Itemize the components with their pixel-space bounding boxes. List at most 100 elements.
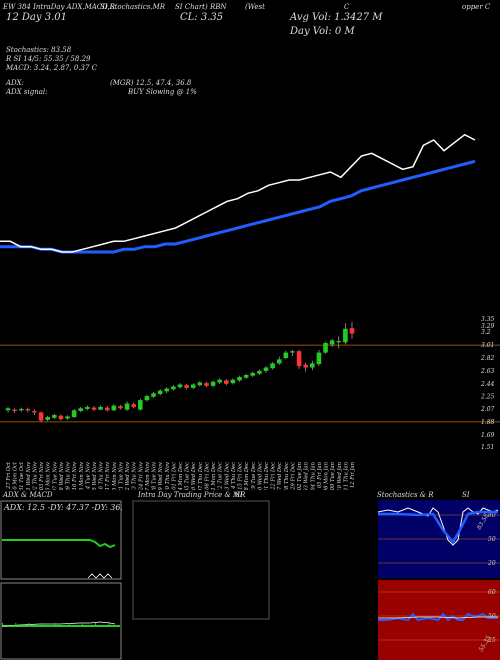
header-title-mid2: SI Chart) RBN	[175, 3, 227, 11]
macd-histogram-bar	[60, 625, 62, 626]
candle-body	[190, 384, 196, 388]
x-tick-label: 27 Mon Nov	[145, 462, 151, 490]
x-tick-label: 31 Tue Oct	[19, 461, 25, 490]
candle-body	[217, 379, 222, 383]
macd-histogram-bar	[81, 623, 83, 626]
x-tick-label: 22 Fri Dec	[271, 462, 277, 490]
macd-histogram-bar	[15, 623, 17, 626]
macd-histogram-bar	[78, 625, 79, 626]
stoch-tick-20: 20	[487, 560, 496, 567]
x-tick-label: 06 Wed Dec	[191, 462, 197, 490]
macd-line	[1, 621, 116, 627]
x-tick-label: 29 Wed Nov	[158, 462, 164, 490]
candle-body	[336, 341, 342, 343]
series-ma-line	[0, 159, 476, 254]
x-tick-label: 14 Tue Nov	[85, 462, 91, 490]
rsi-line	[378, 612, 498, 622]
candle-body	[58, 415, 64, 420]
candle-body	[197, 382, 203, 386]
macd-histogram-bar	[112, 625, 114, 626]
x-tick-label: 14 Thu Dec	[231, 462, 237, 490]
macd-histogram-bar	[93, 625, 95, 626]
macd-histogram-bar	[79, 625, 81, 626]
x-tick-label: 15 Wed Nov	[92, 462, 98, 490]
x-tick-label: 13 Wed Dec	[224, 462, 230, 490]
x-tick-label: 08 Fri Dec	[204, 462, 210, 490]
candle-body	[237, 377, 242, 381]
adx-values: (MGR) 12.5, 47.4, 36.8	[110, 79, 192, 87]
candle-body	[32, 410, 37, 413]
macd-histogram-bar	[76, 625, 78, 626]
x-tick-label: 04 Thu Jan	[310, 462, 316, 490]
y-tick-label: 1.69	[481, 432, 495, 439]
candle-body	[18, 408, 24, 411]
macd-histogram-bar	[70, 625, 72, 626]
x-tick-label: 13 Mon Nov	[79, 462, 85, 490]
x-tick-label: 08 Wed Nov	[59, 462, 65, 490]
stoch-panel-title2: SI	[462, 491, 470, 499]
candle-body	[124, 403, 130, 410]
x-tick-label: 30 Thu Nov	[165, 462, 171, 490]
candle-body	[290, 351, 295, 353]
x-tick-label: 28 Thu Dec	[284, 462, 290, 490]
macd-histogram-bar	[19, 625, 21, 626]
macd-histogram-bar	[41, 623, 43, 626]
macd-histogram-bar	[38, 625, 40, 626]
candle-body	[230, 379, 236, 384]
x-tick-label: 08 Mon Jan	[324, 462, 330, 490]
candle-body	[310, 363, 315, 368]
macd-histogram-bar	[68, 623, 70, 626]
header-title-left: EW 384 IntraDay ADX,MACD,R	[3, 3, 115, 11]
candle-body	[177, 384, 183, 388]
candle-body	[283, 352, 289, 359]
macd-histogram-bar	[72, 625, 74, 626]
rsi-signal-line	[378, 616, 498, 619]
macd-histogram-bar	[21, 625, 22, 626]
candle-body	[164, 388, 170, 392]
y-tick-label: 2.25	[480, 394, 495, 401]
candle-body	[131, 404, 136, 407]
x-tick-label: 11 Mon Dec	[211, 462, 217, 490]
candle-body	[138, 400, 143, 410]
candle-body	[98, 406, 103, 410]
macd-histogram-bar	[74, 625, 76, 626]
macd-histogram-bar	[17, 625, 19, 626]
candle-body	[270, 363, 275, 369]
x-tick-label: 30 Mon Oct	[13, 461, 19, 490]
candle-body	[184, 385, 189, 388]
y-tick-label: 2.44	[480, 381, 495, 388]
candle-body	[171, 386, 176, 390]
macd-histogram-bar	[64, 625, 66, 626]
adx-line	[2, 539, 116, 549]
day-volume: Day Vol: 0 M	[290, 26, 355, 37]
candle-body	[12, 409, 17, 411]
stochastics-panel: 80 50 20 83.58	[378, 500, 500, 578]
date-line: 12 Day 3.01	[6, 12, 67, 23]
candle-body	[323, 343, 328, 353]
y-tick-label: 2.63	[480, 368, 495, 375]
mrsi-panel-title2: SI	[235, 491, 243, 499]
adx-panel-title: ADX & MACD	[3, 491, 53, 499]
candle-body	[38, 412, 44, 421]
x-tick-label: 06 Mon Nov	[46, 462, 52, 490]
candle-body	[250, 372, 256, 376]
macd-readout: MACD: 3.24, 2.87, 0.37 C	[6, 64, 98, 72]
candle-body	[52, 415, 57, 418]
macd-histogram-bar	[26, 625, 28, 626]
candle-body	[45, 417, 50, 420]
macd-histogram-bar	[22, 625, 24, 626]
stoch-tick-50: 50	[488, 536, 496, 543]
y-tick-label: 1.88	[481, 419, 495, 426]
stoch-d-line	[378, 510, 498, 545]
adx-panel: ADX: 12.5 -DY: 47.37 -DY: 36.84	[0, 500, 122, 580]
candle-body	[91, 407, 97, 410]
x-tick-label: 17 Fri Nov	[105, 462, 111, 490]
macd-histogram-bar	[98, 625, 100, 626]
candle-body	[276, 359, 282, 364]
x-tick-label: 03 Fri Nov	[39, 462, 45, 490]
y-tick-label: 2.82	[480, 355, 495, 362]
x-tick-label: 22 Wed Nov	[125, 462, 131, 490]
rsi-tick-60: 60	[488, 589, 496, 596]
header-title-right3: opper C	[462, 3, 491, 11]
candle-body	[243, 374, 249, 378]
